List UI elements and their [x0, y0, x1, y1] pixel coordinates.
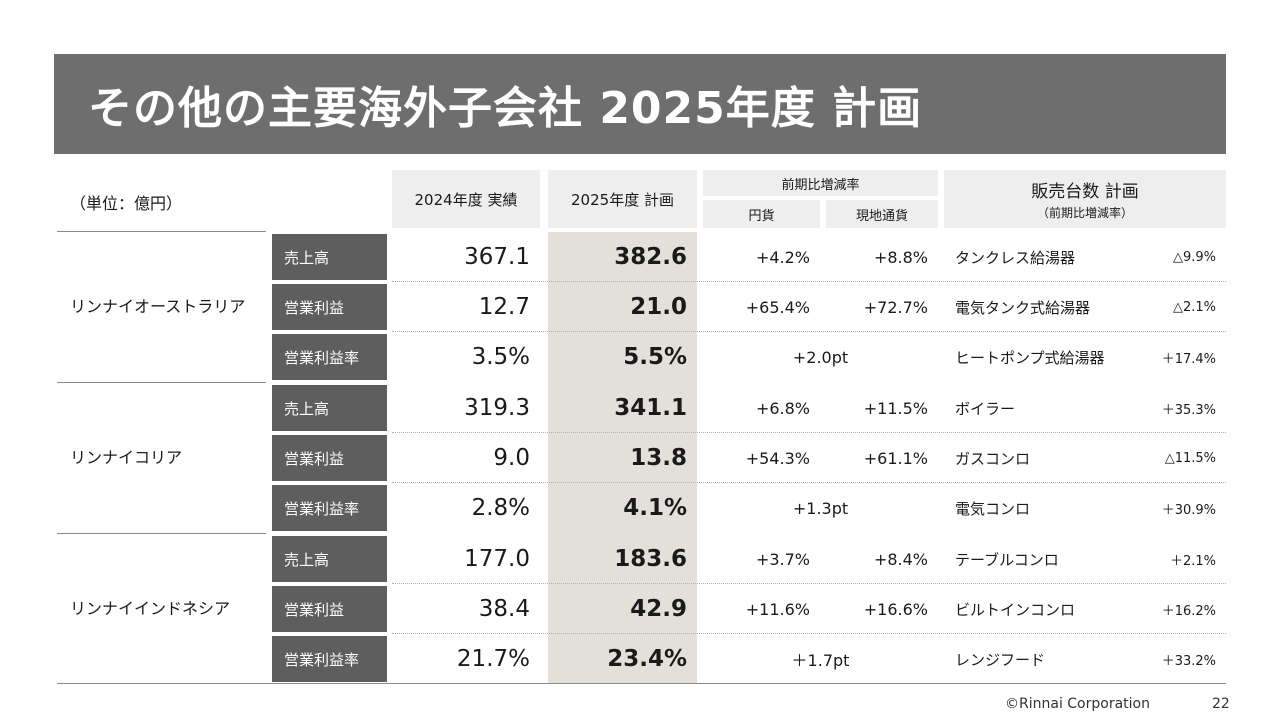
value-fy2024: 21.7%: [456, 646, 530, 672]
product-change: △9.9%: [1172, 249, 1216, 265]
product-change: ＋35.3%: [1161, 402, 1216, 418]
fy2025-column-shade: [548, 232, 697, 683]
product-change: ＋30.9%: [1161, 502, 1216, 518]
product-change: ＋2.1%: [1169, 553, 1216, 569]
change-yen: +54.3%: [745, 448, 810, 468]
header-local: 現地通貨: [826, 200, 938, 228]
header-units-plan-title: 販売台数 計画: [1031, 182, 1139, 202]
row-divider: [392, 583, 1226, 584]
value-fy2025: 21.0: [630, 294, 687, 320]
value-fy2025: 4.1%: [623, 495, 687, 521]
metric-label-op: 営業利益: [272, 435, 387, 481]
product-name: ボイラー: [955, 399, 1016, 418]
value-fy2024: 2.8%: [471, 495, 530, 521]
footer-page-number: 22: [1212, 696, 1230, 712]
value-fy2024: 319.3: [464, 395, 530, 421]
unit-label: （単位：億円）: [70, 194, 183, 213]
value-fy2025: 382.6: [614, 244, 687, 270]
company-name: リンナイコリア: [70, 448, 183, 467]
change-local: +11.5%: [863, 398, 928, 418]
change-yen: +4.2%: [755, 247, 810, 267]
page-title: その他の主要海外子会社 2025年度 計画: [88, 83, 923, 134]
header-fy2025: 2025年度 計画: [548, 170, 697, 228]
product-name: テーブルコンロ: [955, 550, 1059, 569]
title-bar: その他の主要海外子会社 2025年度 計画: [54, 54, 1226, 154]
change-yen: +11.6%: [745, 599, 810, 619]
product-change: ＋16.2%: [1161, 603, 1216, 619]
metric-label-op: 営業利益: [272, 284, 387, 330]
value-fy2025: 13.8: [630, 445, 687, 471]
change-local: +8.8%: [873, 247, 928, 267]
product-name: ガスコンロ: [955, 449, 1031, 468]
header-units-plan: 販売台数 計画 （前期比増減率）: [944, 170, 1226, 228]
metric-label-sales: 売上高: [272, 234, 387, 280]
row-divider: [392, 482, 1226, 483]
value-fy2024: 38.4: [478, 596, 530, 622]
product-name: 電気タンク式給湯器: [955, 298, 1091, 317]
change-local: +61.1%: [863, 448, 928, 468]
company-name: リンナイオーストラリア: [70, 297, 246, 316]
change-pt: +1.3pt: [792, 498, 849, 518]
value-fy2024: 177.0: [464, 546, 530, 572]
change-yen: +6.8%: [755, 398, 810, 418]
metric-label-sales: 売上高: [272, 385, 387, 431]
row-divider: [392, 281, 1226, 282]
company-group-divider: [57, 231, 266, 232]
header-fy2024: 2024年度 実績: [392, 170, 540, 228]
product-change: △2.1%: [1172, 299, 1216, 315]
change-yen: +65.4%: [745, 297, 810, 317]
change-local: +8.4%: [873, 549, 928, 569]
company-group-divider: [57, 533, 266, 534]
table-bottom-border: [57, 683, 1226, 684]
row-divider: [392, 432, 1226, 433]
company-group-divider: [57, 382, 266, 383]
product-change: △11.5%: [1164, 450, 1216, 466]
change-yen: +3.7%: [755, 549, 810, 569]
value-fy2025: 5.5%: [623, 344, 687, 370]
metric-label-opm: 営業利益率: [272, 334, 387, 380]
change-local: +72.7%: [863, 297, 928, 317]
value-fy2024: 3.5%: [471, 344, 530, 370]
product-name: 電気コンロ: [955, 499, 1031, 518]
footer-copyright: ©Rinnai Corporation: [1005, 696, 1150, 712]
header-yen: 円貨: [703, 200, 820, 228]
product-name: ビルトインコンロ: [955, 600, 1076, 619]
value-fy2025: 183.6: [614, 546, 687, 572]
value-fy2024: 367.1: [464, 244, 530, 270]
header-yoy: 前期比増減率: [703, 170, 938, 196]
change-local: +16.6%: [863, 599, 928, 619]
product-name: ヒートポンプ式給湯器: [955, 348, 1105, 367]
change-pt: +2.0pt: [792, 347, 849, 367]
metric-label-opm: 営業利益率: [272, 485, 387, 531]
value-fy2024: 12.7: [478, 294, 530, 320]
row-divider: [392, 633, 1226, 634]
value-fy2025: 341.1: [614, 395, 687, 421]
product-change: ＋33.2%: [1161, 653, 1216, 669]
product-name: タンクレス給湯器: [955, 248, 1076, 267]
product-change: ＋17.4%: [1161, 351, 1216, 367]
product-name: レンジフード: [955, 650, 1046, 669]
header-units-plan-sub: （前期比増減率）: [1036, 206, 1133, 220]
value-fy2024: 9.0: [493, 445, 530, 471]
value-fy2025: 42.9: [630, 596, 687, 622]
metric-label-sales: 売上高: [272, 536, 387, 582]
value-fy2025: 23.4%: [607, 646, 687, 672]
row-divider: [392, 331, 1226, 332]
metric-label-opm: 営業利益率: [272, 636, 387, 682]
change-pt: ＋1.7pt: [791, 651, 850, 670]
company-name: リンナイインドネシア: [70, 599, 231, 618]
metric-label-op: 営業利益: [272, 586, 387, 632]
